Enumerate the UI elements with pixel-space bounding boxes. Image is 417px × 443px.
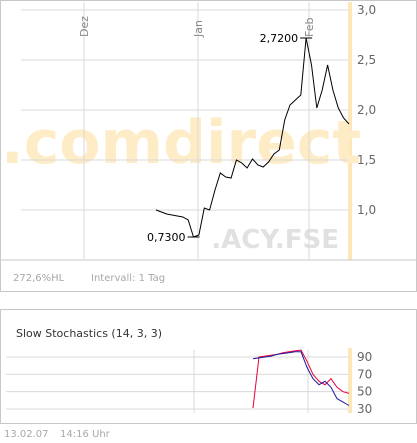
y-tick-label: 2,0 xyxy=(357,103,376,117)
stoch-y-tick-label: 90 xyxy=(357,350,372,364)
x-tick-label: Dez xyxy=(78,16,91,37)
y-tick-label: 1,5 xyxy=(357,153,376,167)
y-tick-label: 1,0 xyxy=(357,203,376,217)
stoch-y-tick-label: 70 xyxy=(357,367,372,381)
stochastics-chart: 30 50 70 90 xyxy=(6,348,372,416)
price-chart: .comdirect .ACY.FSE Dez Jan Feb 1,0 1,5 2,0 2… xyxy=(1,2,416,284)
y-tick-label: 2,5 xyxy=(357,53,376,67)
stochastics-panel: Slow Stochastics (14, 3, 3) 30 50 70 90 xyxy=(0,309,417,424)
stochastics-k-line xyxy=(252,349,350,409)
interval-readout: Intervall: 1 Tag xyxy=(91,273,165,284)
stochastics-axis-band xyxy=(348,348,352,413)
stoch-y-tick-label: 30 xyxy=(357,402,372,416)
symbol-watermark: .ACY.FSE xyxy=(211,225,339,255)
price-axis-band xyxy=(348,2,352,260)
stoch-y-tick-label: 50 xyxy=(357,385,372,399)
price-chart-panel: .comdirect .ACY.FSE Dez Jan Feb 1,0 1,5 2,0 2… xyxy=(0,0,417,292)
extreme-label: 0,7300 xyxy=(147,231,186,244)
timestamp-time: 14:16 Uhr xyxy=(60,429,110,440)
stochastics-title: Slow Stochastics (14, 3, 3) xyxy=(16,327,162,340)
timestamp-date: 13.02.07 xyxy=(4,429,49,440)
x-tick-label: Feb xyxy=(303,18,316,37)
extreme-label: 2,7200 xyxy=(260,32,299,45)
y-tick-label: 3,0 xyxy=(357,3,376,17)
x-tick-label: Jan xyxy=(192,20,205,38)
watermark-logo: .comdirect xyxy=(1,108,361,178)
change-readout: 272,6%HL xyxy=(13,273,65,284)
price-line xyxy=(155,37,350,238)
stochastics-d-line xyxy=(252,351,350,406)
